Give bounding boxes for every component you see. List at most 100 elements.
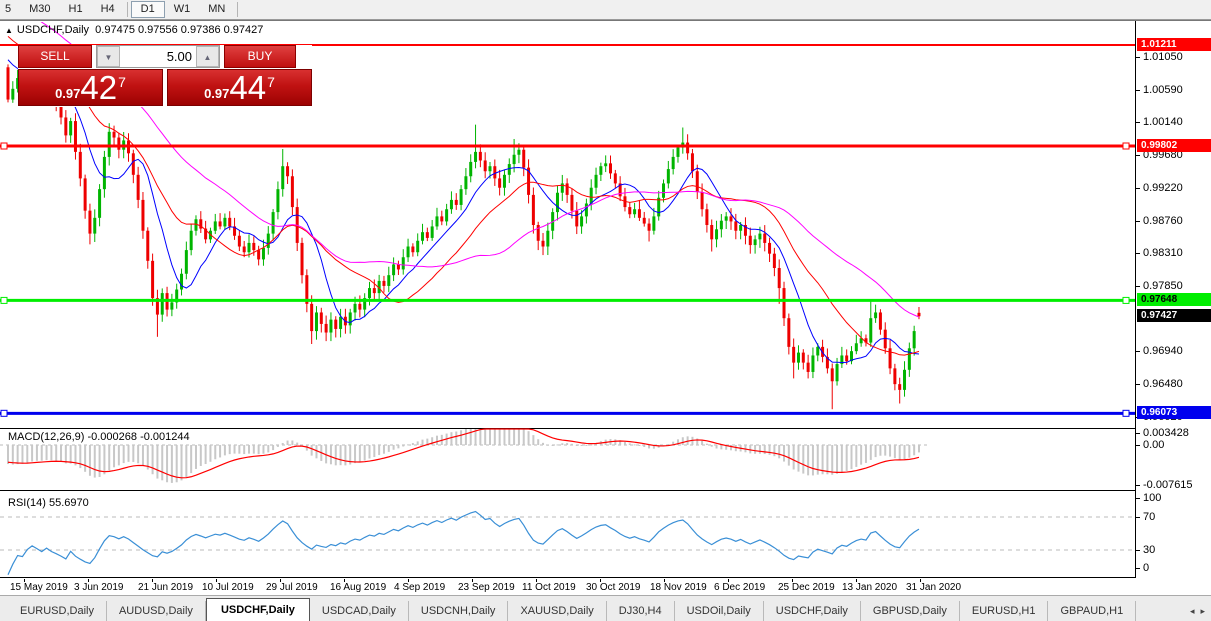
buy-price-box[interactable]: 0.97 44 7 — [167, 69, 312, 106]
candle-body — [830, 368, 834, 382]
price-axis[interactable]: 1.01050 1.00590 1.00140 0.99680 0.99220 0.987… — [1135, 21, 1211, 578]
tab-scroll-right-icon[interactable]: ▸ — [1200, 606, 1205, 616]
macd-histogram-bar — [517, 429, 520, 445]
chart-tab-eurusd-h1[interactable]: EURUSD,H1 — [960, 601, 1049, 621]
volume-spinner: ▼ 5.00 ▲ — [96, 45, 220, 68]
macd-histogram-bar — [74, 445, 77, 466]
candle-body — [903, 369, 907, 390]
macd-histogram-bar — [137, 445, 140, 464]
timeframe-button-5[interactable]: 5 — [5, 3, 12, 15]
date-label: 15 May 2019 — [10, 582, 68, 593]
candle-body — [305, 275, 309, 304]
macd-histogram-bar — [252, 445, 255, 454]
timeframe-button-h4[interactable]: H4 — [100, 3, 115, 15]
axis-tick — [1136, 550, 1140, 551]
line-handle[interactable] — [1122, 409, 1130, 417]
sell-button[interactable]: SELL — [18, 45, 92, 68]
chart-tab-usdcnh-daily[interactable]: USDCNH,Daily — [409, 601, 509, 621]
chart-title: ▲ USDCHF,Daily 0.97475 0.97556 0.97386 0.… — [5, 24, 263, 36]
chart-tab-gbpusd-daily[interactable]: GBPUSD,Daily — [861, 601, 960, 621]
macd-histogram-bar — [850, 445, 853, 470]
macd-label: MACD(12,26,9) -0.000268 -0.001244 — [8, 431, 190, 443]
timeframe-button-m30[interactable]: M30 — [29, 3, 51, 15]
macd-histogram-bar — [826, 445, 829, 475]
macd-histogram-bar — [214, 445, 217, 460]
chart-symbol-period: USDCHF,Daily — [16, 24, 90, 36]
candle-body — [647, 223, 651, 231]
macd-histogram-bar — [248, 445, 250, 454]
current-price-badge: 0.97427 — [1137, 309, 1211, 323]
axis-tick — [1136, 351, 1140, 353]
timeframe-button-d1[interactable]: D1 — [130, 1, 165, 18]
line-handle[interactable] — [1122, 296, 1130, 304]
macd-histogram-bar — [243, 445, 246, 455]
candle-body — [483, 160, 487, 172]
toolbar-separator — [126, 2, 128, 17]
macd-histogram-bar — [296, 442, 299, 445]
volume-decrease-icon[interactable]: ▼ — [97, 46, 120, 67]
line-handle[interactable] — [0, 142, 8, 150]
chart-tab-eurusd-daily[interactable]: EURUSD,Daily — [8, 601, 107, 621]
line-handle[interactable] — [0, 409, 8, 417]
candle-body — [763, 233, 767, 243]
axis-tick — [1136, 568, 1140, 569]
timeframe-button-w1[interactable]: W1 — [173, 3, 191, 15]
candle-body — [131, 153, 135, 175]
volume-increase-icon[interactable]: ▲ — [196, 46, 219, 67]
chart-tab-dj30-h4[interactable]: DJ30,H4 — [607, 601, 675, 621]
price-chart[interactable] — [0, 21, 1135, 427]
candle-body — [339, 316, 343, 329]
chart-tab-usdchf-daily[interactable]: USDCHF,Daily — [764, 601, 861, 621]
candle-body — [854, 343, 858, 352]
rsi-panel[interactable] — [0, 493, 1135, 578]
candle-body — [604, 163, 608, 167]
candle-body — [864, 338, 868, 343]
chart-tab-usdchf-daily[interactable]: USDCHF,Daily — [205, 598, 310, 621]
buy-button[interactable]: BUY — [224, 45, 296, 68]
line-handle[interactable] — [1122, 142, 1130, 150]
collapse-objects-icon[interactable]: ▲ — [5, 26, 13, 35]
macd-histogram-bar — [527, 431, 530, 445]
macd-histogram-bar — [132, 445, 135, 462]
date-label: 11 Oct 2019 — [522, 582, 576, 593]
candle-body — [729, 216, 733, 222]
sell-price-box[interactable]: 0.97 42 7 — [18, 69, 163, 106]
candle-body — [777, 268, 781, 289]
axis-tick — [1136, 56, 1140, 58]
macd-histogram-bar — [276, 445, 279, 447]
chart-tab-xauusd-daily[interactable]: XAUUSD,Daily — [508, 601, 607, 621]
time-axis-tick — [24, 579, 25, 582]
timeframe-button-h1[interactable]: H1 — [68, 3, 83, 15]
time-axis-tick — [664, 579, 665, 582]
candle-body — [787, 318, 791, 347]
time-axis[interactable]: 15 May 2019 3 Jun 2019 21 Jun 2019 10 Jul 2… — [0, 579, 1211, 596]
macd-histogram-bar — [117, 445, 120, 466]
timeframe-button-mn[interactable]: MN — [208, 3, 226, 15]
candle-body — [869, 318, 873, 343]
macd-histogram-bar — [874, 445, 877, 458]
candle-body — [536, 225, 540, 241]
timeframe-toolbar: 5 M30 H1 H4 D1 W1 MN — [0, 0, 1211, 20]
candle-body — [223, 217, 227, 227]
candle-body — [811, 355, 815, 372]
macd-histogram-bar — [354, 445, 357, 464]
volume-input[interactable]: 5.00 — [166, 49, 192, 64]
tab-scroll-left-icon[interactable]: ◂ — [1189, 606, 1195, 616]
candle-body — [594, 174, 598, 188]
macd-histogram-bar — [623, 441, 626, 445]
candle-body — [555, 192, 559, 213]
chart-window[interactable]: ▲ USDCHF,Daily 0.97475 0.97556 0.97386 0.… — [0, 20, 1211, 596]
chart-tab-gbpaud-h1[interactable]: GBPAUD,H1 — [1048, 601, 1137, 621]
chart-tab-usdcad-daily[interactable]: USDCAD,Daily — [310, 601, 409, 621]
macd-histogram-bar — [807, 445, 810, 476]
macd-histogram-bar — [88, 445, 91, 476]
candle-body — [276, 189, 280, 213]
macd-panel[interactable] — [0, 428, 1135, 491]
chart-tab-usdoil-daily[interactable]: USDOil,Daily — [675, 601, 764, 621]
time-axis-tick — [792, 579, 793, 582]
line-handle[interactable] — [0, 296, 8, 304]
candle-body — [816, 346, 820, 356]
rsi-label: RSI(14) 55.6970 — [8, 497, 89, 509]
chart-tab-audusd-daily[interactable]: AUDUSD,Daily — [107, 601, 206, 621]
candle-body — [710, 225, 714, 240]
